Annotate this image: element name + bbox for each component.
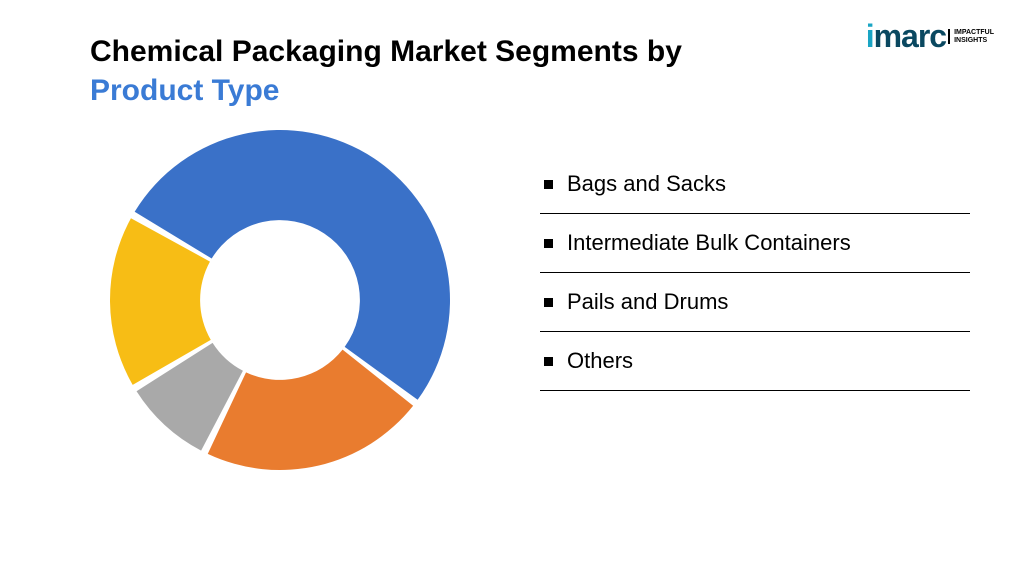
square-bullet-icon — [544, 180, 553, 189]
square-bullet-icon — [544, 239, 553, 248]
legend-item: Bags and Sacks — [540, 155, 970, 214]
page-title: Chemical Packaging Market Segments by Pr… — [90, 32, 790, 110]
logo-text: imarc — [866, 18, 946, 55]
logo-letter-i: i — [866, 18, 874, 54]
legend-label: Bags and Sacks — [567, 171, 726, 197]
logo-tagline: IMPACTFUL INSIGHTS — [948, 29, 994, 44]
legend: Bags and Sacks Intermediate Bulk Containe… — [540, 155, 970, 391]
legend-label: Intermediate Bulk Containers — [567, 230, 851, 256]
title-accent: Product Type — [90, 74, 279, 107]
logo-tagline-line2: INSIGHTS — [954, 37, 987, 44]
legend-item: Intermediate Bulk Containers — [540, 214, 970, 273]
square-bullet-icon — [544, 357, 553, 366]
legend-item: Others — [540, 332, 970, 391]
donut-chart — [100, 120, 460, 480]
legend-label: Pails and Drums — [567, 289, 728, 315]
logo-rest: marc — [874, 18, 947, 54]
legend-item: Pails and Drums — [540, 273, 970, 332]
logo-tagline-line1: IMPACTFUL — [954, 29, 994, 36]
square-bullet-icon — [544, 298, 553, 307]
title-main: Chemical Packaging Market Segments by — [90, 35, 682, 68]
legend-label: Others — [567, 348, 633, 374]
brand-logo: imarc IMPACTFUL INSIGHTS — [866, 18, 994, 55]
